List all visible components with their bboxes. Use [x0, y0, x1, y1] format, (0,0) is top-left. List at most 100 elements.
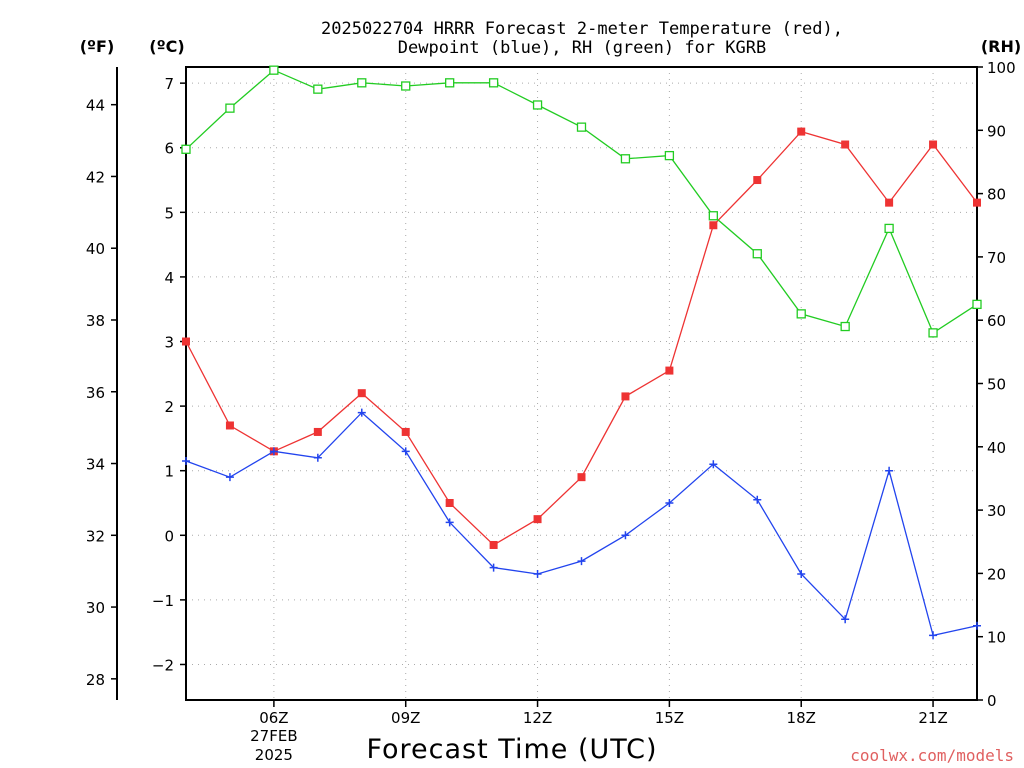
- rh-point: [357, 78, 367, 88]
- rh-tick-label: 100: [987, 59, 1016, 77]
- temperature-point: [533, 515, 542, 524]
- temperature-point: [841, 140, 850, 149]
- dewpoint-point: [841, 615, 850, 624]
- dewpoint-series-line: [185, 411, 978, 637]
- celsius-unit-label: (ºC): [149, 37, 184, 56]
- celsius-tick-label: −1: [152, 592, 174, 610]
- dewpoint-point: [665, 498, 674, 507]
- chart-title-line1: 2025022704 HRRR Forecast 2-meter Tempera…: [321, 19, 843, 39]
- dewpoint-point: [577, 557, 586, 566]
- rh-tick-label: 20: [987, 565, 1006, 583]
- celsius-tick-label: −2: [152, 656, 174, 674]
- rh-tick-label: 0: [987, 692, 997, 710]
- dewpoint-point: [797, 570, 806, 579]
- x-tick-label: 15Z: [655, 709, 684, 727]
- celsius-tick-label: 0: [164, 527, 174, 545]
- rh-point: [313, 84, 323, 94]
- temperature-point: [182, 337, 190, 346]
- rh-point: [445, 78, 455, 88]
- fahrenheit-tick-label: 34: [86, 456, 105, 474]
- rh-unit-label: (RH): [981, 37, 1021, 56]
- temperature-point: [489, 540, 498, 549]
- rh-tick-label: 90: [987, 122, 1006, 140]
- dewpoint-point: [445, 518, 454, 527]
- x-tick-label: 06Z: [259, 709, 288, 727]
- temperature-point: [973, 198, 981, 207]
- x-tick-label: 12Z: [523, 709, 552, 727]
- rh-tick-label: 30: [987, 502, 1006, 520]
- temperature-point: [401, 427, 410, 436]
- fahrenheit-tick-label: 42: [86, 168, 105, 186]
- rh-tick-label: 10: [987, 629, 1006, 647]
- temperature-point: [929, 140, 938, 149]
- fahrenheit-tick-label: 28: [86, 671, 105, 689]
- dewpoint-point: [357, 408, 366, 417]
- temperature-point: [445, 498, 454, 507]
- rh-tick-label: 50: [987, 376, 1006, 394]
- rh-tick-label: 40: [987, 439, 1006, 457]
- chart-title-line2: Dewpoint (blue), RH (green) for KGRB: [398, 38, 766, 58]
- rh-point: [928, 328, 938, 338]
- rh-point: [488, 78, 499, 88]
- fahrenheit-unit-label: (ºF): [80, 37, 115, 56]
- dewpoint-point: [401, 447, 410, 456]
- credit-label: coolwx.com/models: [850, 746, 1014, 765]
- series-layer: [181, 65, 982, 640]
- rh-point: [225, 103, 235, 113]
- dewpoint-point: [182, 457, 190, 466]
- rh-point: [532, 100, 543, 110]
- temperature-point: [577, 473, 586, 482]
- celsius-tick-label: 1: [164, 463, 174, 481]
- x-tick-label: 09Z: [391, 709, 420, 727]
- celsius-tick-label: 6: [164, 140, 174, 158]
- dewpoint-point: [489, 563, 498, 572]
- rh-tick-label: 70: [987, 249, 1006, 267]
- dewpoint-point: [929, 631, 938, 640]
- fahrenheit-tick-label: 36: [86, 384, 105, 402]
- x-axis-title: Forecast Time (UTC): [366, 734, 657, 765]
- temperature-series-line: [185, 130, 978, 546]
- rh-point: [840, 321, 850, 332]
- fahrenheit-tick-label: 44: [86, 97, 105, 115]
- dewpoint-point: [885, 466, 894, 475]
- rh-point: [664, 150, 675, 161]
- x-tick-label: 21Z: [918, 709, 947, 727]
- temperature-point: [621, 392, 630, 401]
- rh-point: [620, 154, 631, 164]
- dewpoint-point: [709, 460, 718, 469]
- rh-point: [972, 299, 982, 310]
- rh-point: [401, 81, 411, 91]
- fahrenheit-tick-label: 30: [86, 599, 105, 617]
- dewpoint-point: [225, 473, 234, 482]
- dewpoint-point: [313, 453, 322, 462]
- temperature-point: [753, 176, 762, 185]
- rh-point: [884, 223, 894, 234]
- temperature-point: [665, 366, 674, 375]
- rh-point: [708, 211, 718, 221]
- temperature-point: [709, 221, 718, 230]
- x-tick-year-label: 2025: [255, 746, 293, 764]
- dewpoint-point: [533, 570, 542, 579]
- temperature-point: [797, 127, 806, 136]
- rh-tick-label: 60: [987, 312, 1006, 330]
- celsius-tick-label: 5: [164, 204, 174, 222]
- celsius-tick-label: 2: [164, 398, 174, 416]
- x-tick-date-label: 27FEB: [250, 727, 297, 745]
- fahrenheit-tick-label: 38: [86, 312, 105, 330]
- rh-point: [752, 249, 762, 259]
- temperature-point: [885, 198, 894, 207]
- temperature-point: [225, 421, 234, 430]
- celsius-tick-label: 3: [164, 334, 174, 352]
- rh-point: [796, 309, 806, 319]
- x-tick-label: 18Z: [787, 709, 816, 727]
- dewpoint-point: [269, 447, 278, 456]
- temperature-point: [357, 389, 366, 398]
- rh-point: [576, 122, 587, 132]
- rh-point: [181, 144, 191, 154]
- celsius-tick-label: 7: [164, 75, 174, 93]
- fahrenheit-tick-label: 32: [86, 527, 105, 545]
- fahrenheit-tick-label: 40: [86, 240, 105, 258]
- rh-point: [269, 65, 279, 75]
